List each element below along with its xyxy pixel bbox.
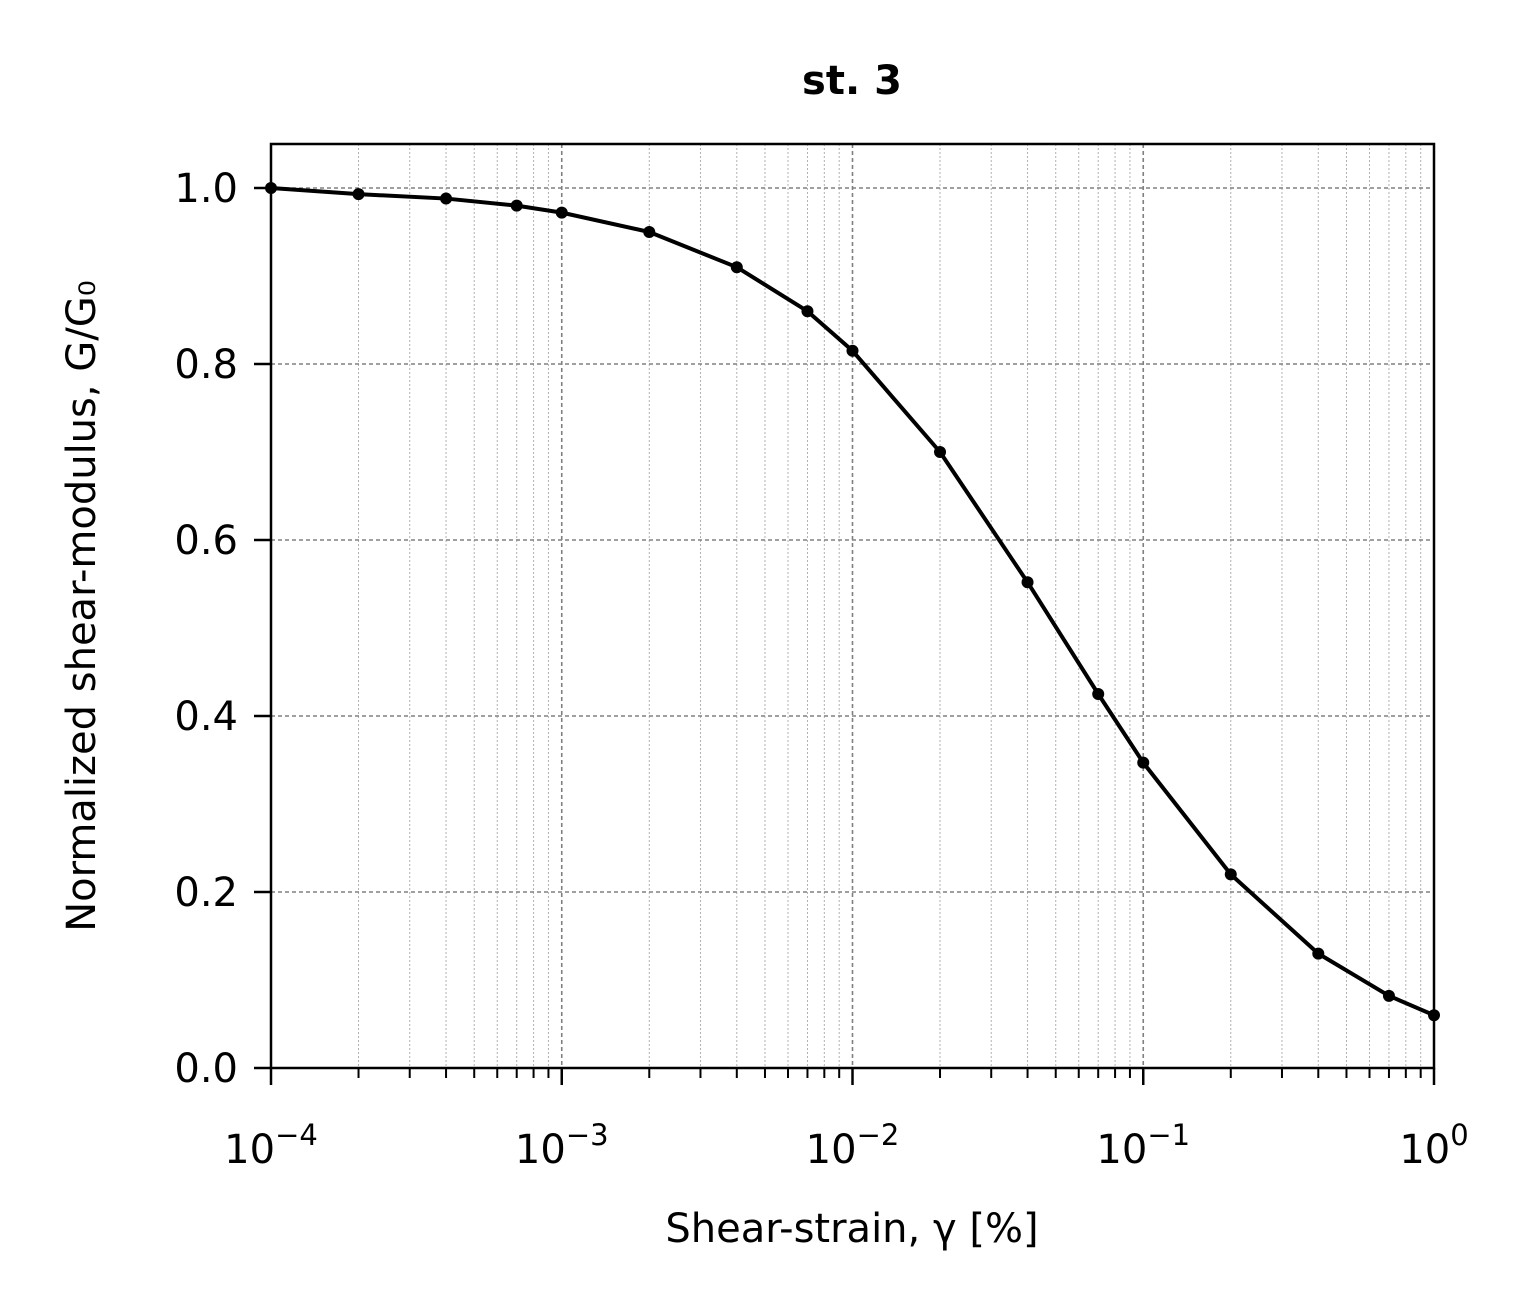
- x-axis-label: Shear-strain, γ [%]: [665, 1206, 1038, 1252]
- data-point: [440, 192, 453, 205]
- major-grid: [270, 144, 1435, 1069]
- data-points: [265, 182, 1440, 1022]
- data-point: [1382, 989, 1395, 1002]
- x-tick-label: 10−2: [806, 1118, 900, 1173]
- y-tick-label: 0.4: [174, 694, 238, 740]
- data-point: [1428, 1009, 1440, 1022]
- data-point: [555, 206, 568, 219]
- y-axis-label: Normalized shear-modulus, G/G₀: [59, 280, 105, 932]
- chart-title: st. 3: [802, 58, 902, 104]
- y-tick-labels: 0.0 0.2 0.4 0.6 0.8 1.0: [174, 166, 238, 1092]
- data-point: [1092, 688, 1105, 700]
- x-tick-label: 100: [1399, 1118, 1468, 1173]
- data-point: [1021, 576, 1034, 589]
- x-tick-label: 10−1: [1096, 1118, 1190, 1173]
- data-point: [1224, 868, 1237, 881]
- data-point: [643, 226, 656, 238]
- data-point: [846, 344, 859, 357]
- data-point: [1312, 947, 1325, 960]
- axis-ticks: [254, 186, 1436, 1085]
- data-point: [934, 446, 947, 458]
- data-point: [1137, 756, 1150, 769]
- data-point: [510, 199, 523, 212]
- y-tick-label: 1.0: [174, 166, 238, 212]
- data-point: [730, 261, 743, 274]
- x-tick-label: 10−3: [515, 1118, 609, 1173]
- x-tick-label: 10−4: [224, 1118, 318, 1173]
- data-point: [352, 188, 365, 201]
- y-tick-label: 0.0: [174, 1046, 238, 1092]
- y-tick-label: 0.2: [174, 870, 238, 916]
- y-tick-label: 0.8: [174, 342, 238, 388]
- data-point: [801, 305, 814, 318]
- x-tick-labels: 10−4 10−3 10−2 10−1 100: [224, 1118, 1469, 1173]
- data-point: [265, 182, 277, 194]
- y-tick-label: 0.6: [174, 518, 238, 564]
- minor-grid: [358, 144, 1422, 1068]
